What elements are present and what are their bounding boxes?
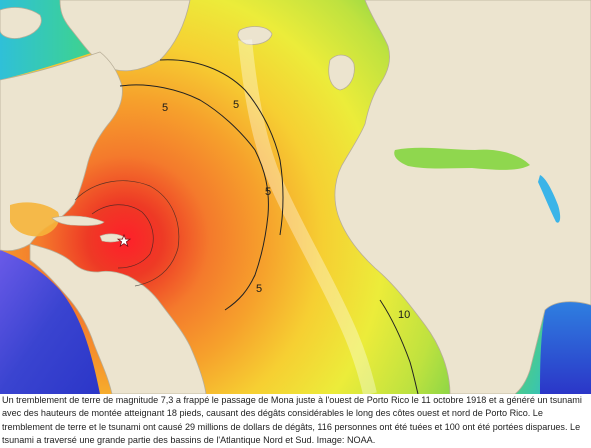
contour-label: 5: [162, 102, 168, 114]
cuba: [51, 215, 105, 226]
contour-10-south: [379, 299, 419, 394]
tsunami-amplitude-map: 5 5 5 5 10: [0, 0, 591, 394]
contour-inner-1: [74, 180, 180, 287]
contour-label: 5: [233, 99, 239, 111]
indian-ocean: [540, 301, 591, 394]
contour-lines: [74, 59, 419, 394]
red-sea: [538, 175, 561, 223]
gulf-of-mexico: [10, 202, 60, 237]
star-icon: [116, 233, 132, 248]
europe-africa: [334, 0, 591, 394]
pacific-ocean: [0, 250, 100, 394]
iceland: [237, 26, 273, 45]
contour-label: 5: [265, 186, 271, 198]
image-caption: Un tremblement de terre de magnitude 7,3…: [2, 395, 582, 446]
british-isles: [328, 54, 355, 91]
north-america: [0, 51, 123, 252]
contour-label: 10: [398, 309, 410, 321]
mid-atlantic-ridge: [238, 39, 377, 394]
contour-5-north: [119, 84, 269, 311]
contour-inner-2: [91, 204, 154, 269]
contour-label-group: 5 5 5 5 10: [162, 99, 410, 321]
contour-label: 5: [256, 283, 262, 295]
contour-5-mid: [159, 59, 284, 236]
arctic-islands: [0, 7, 42, 39]
mediterranean-sea: [394, 147, 530, 170]
central-america: [29, 243, 207, 394]
